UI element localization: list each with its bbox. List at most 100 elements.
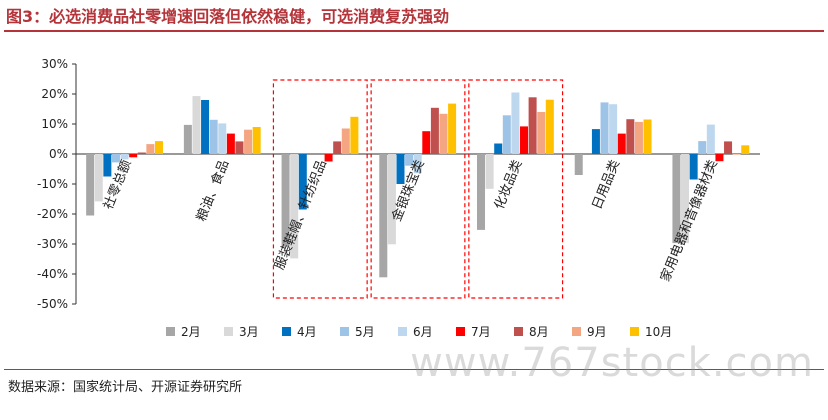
bar (600, 102, 609, 154)
bar (741, 145, 750, 154)
bar (218, 123, 227, 154)
bar (617, 133, 626, 154)
bars (86, 92, 750, 278)
bar (574, 154, 583, 175)
bar (591, 129, 600, 154)
category-label: 化妆品类 (492, 158, 525, 212)
bar (732, 154, 741, 155)
bar (396, 154, 405, 184)
y-tick-label: -30% (37, 237, 68, 251)
highlight-box (370, 79, 466, 299)
bar (120, 154, 129, 160)
legend-swatch (282, 327, 291, 336)
legend-label: 3月 (239, 325, 259, 339)
bar (485, 154, 494, 189)
bar (422, 131, 431, 154)
bar (634, 121, 643, 154)
y-axis: 30% 20% 10% 0% -10% -20% -30% -40% -50% (37, 57, 760, 311)
y-tick-label: 20% (41, 87, 68, 101)
bar (494, 143, 503, 154)
bar (324, 154, 333, 162)
bar (341, 128, 350, 154)
bar (405, 154, 414, 166)
bar (724, 141, 733, 154)
legend-label: 4月 (297, 325, 317, 339)
bar (689, 154, 698, 180)
bar (137, 152, 146, 154)
title-divider (4, 30, 824, 32)
bar (252, 127, 261, 154)
bar-chart: 30%20%10%0%-10%-20%-30%-40%-50% 社零总额 粮油、食… (37, 57, 760, 339)
legend-swatch (456, 327, 465, 336)
bar (94, 154, 103, 202)
bar (520, 126, 529, 154)
bar (333, 141, 342, 154)
legend-label: 6月 (413, 325, 433, 339)
bar (86, 154, 95, 216)
source-note: 数据来源：国家统计局、开源证券研究所 (8, 380, 243, 395)
highlight-boxes (272, 79, 564, 299)
category-label: 家用电器和音像器材类 (657, 158, 721, 285)
bar (103, 154, 112, 177)
legend-label: 2月 (181, 325, 201, 339)
category-label: 日用品类 (590, 158, 623, 212)
bar (387, 154, 396, 245)
y-tick-label: -10% (37, 177, 68, 191)
legend-label: 8月 (529, 325, 549, 339)
bar (146, 144, 155, 154)
bar (511, 92, 520, 154)
bar (715, 154, 724, 162)
highlight-box (468, 79, 564, 299)
legend-swatch (340, 327, 349, 336)
figure-title: 图3：必选消费品社零增速回落但依然稳健，可选消费复苏强劲 (6, 7, 450, 26)
y-tick-label: 30% (41, 57, 68, 71)
legend-label: 9月 (587, 325, 607, 339)
bar (439, 113, 448, 154)
bar (209, 119, 218, 154)
source-divider (4, 369, 824, 370)
bar (698, 141, 707, 154)
y-tick-label: -20% (37, 207, 68, 221)
watermark: www.767stock.com (410, 340, 814, 386)
bar (298, 154, 307, 210)
bar (643, 119, 652, 154)
bar (244, 129, 253, 154)
legend: 2月 3月 4月 5月 6月 7月 8月 9月 10月 (166, 325, 672, 339)
bar (430, 107, 439, 154)
y-tick-label: 0% (49, 147, 68, 161)
y-tick-label: -50% (37, 297, 68, 311)
y-tick-label: 10% (41, 117, 68, 131)
bar (448, 103, 457, 154)
bar (528, 97, 537, 154)
legend-swatch (572, 327, 581, 336)
legend-swatch (398, 327, 407, 336)
bar (192, 96, 201, 154)
y-tick-label: -40% (37, 267, 68, 281)
bar (290, 154, 299, 259)
bar (681, 154, 690, 244)
bar (350, 116, 359, 154)
bar (183, 124, 192, 154)
category-label: 粮油、食品 (193, 158, 232, 224)
bar (609, 104, 618, 154)
bar (413, 154, 422, 174)
legend-swatch (224, 327, 233, 336)
legend-label: 10月 (645, 325, 672, 339)
legend-swatch (514, 327, 523, 336)
legend-label: 5月 (355, 325, 375, 339)
bar (537, 112, 546, 154)
bar (706, 124, 715, 154)
bar (281, 154, 290, 247)
legend-swatch (166, 327, 175, 336)
bar (545, 99, 554, 154)
bar (154, 141, 163, 154)
bar (672, 154, 681, 244)
bar (201, 100, 210, 154)
bar (129, 154, 138, 158)
legend-swatch (630, 327, 639, 336)
highlight-box (272, 79, 368, 299)
category-labels: 社零总额 粮油、食品 服装鞋帽、针纺织品 金银珠宝类 化妆品类 日用品类 家用电器和音像器材… (100, 158, 721, 285)
bar (626, 119, 635, 154)
bar (235, 141, 244, 154)
bar (226, 133, 235, 154)
